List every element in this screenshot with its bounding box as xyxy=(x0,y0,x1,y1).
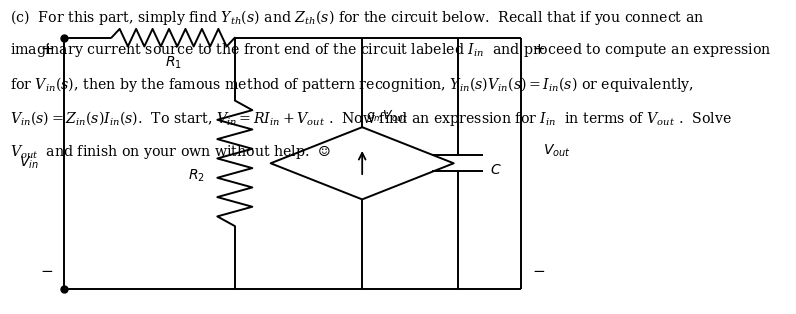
Text: $+$: $+$ xyxy=(533,43,545,57)
Text: (c)  For this part, simply find $Y_{th}(s)$ and $Z_{th}(s)$ for the circuit belo: (c) For this part, simply find $Y_{th}(s… xyxy=(10,8,704,27)
Text: $g_m V_{out}$: $g_m V_{out}$ xyxy=(366,108,408,124)
Text: $+$: $+$ xyxy=(40,43,53,57)
Text: $V_{in}$: $V_{in}$ xyxy=(19,155,38,171)
Text: $V_{in}(s)=Z_{in}(s)I_{in}(s)$.  To start, $V_{in}=RI_{in}+V_{out}$ .  Now find : $V_{in}(s)=Z_{in}(s)I_{in}(s)$. To start… xyxy=(10,109,732,128)
Text: $R_1$: $R_1$ xyxy=(165,55,181,71)
Text: $V_{out}$: $V_{out}$ xyxy=(543,143,571,159)
Text: $V_{out}$  and finish on your own without help.  ☺: $V_{out}$ and finish on your own without… xyxy=(10,143,331,161)
Text: $-$: $-$ xyxy=(533,263,545,277)
Text: $-$: $-$ xyxy=(40,263,53,277)
Text: for $V_{in}(s)$, then by the famous method of pattern recognition, $Y_{in}(s)V_{: for $V_{in}(s)$, then by the famous meth… xyxy=(10,75,693,95)
Text: $C$: $C$ xyxy=(490,163,501,176)
Text: imaginary current source to the front end of the circuit labeled $I_{in}$  and p: imaginary current source to the front en… xyxy=(10,41,771,59)
Text: $R_2$: $R_2$ xyxy=(188,168,205,184)
